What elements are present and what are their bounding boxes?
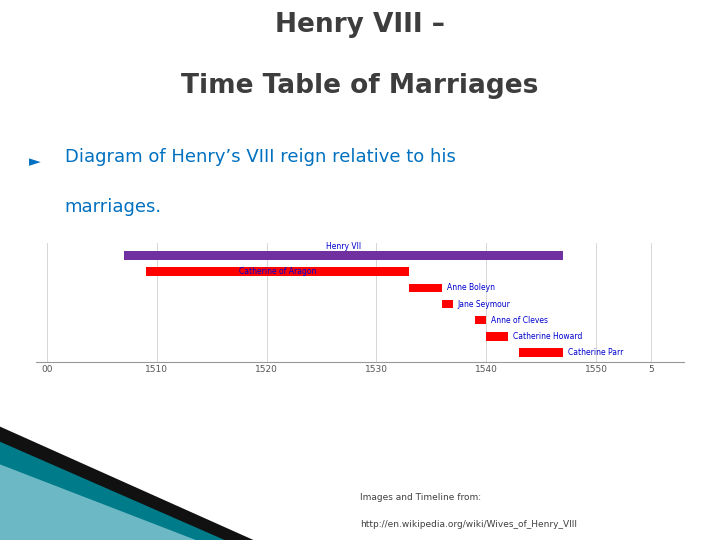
Polygon shape [0,464,196,540]
Bar [475,316,486,325]
Text: Time Table of Marriages: Time Table of Marriages [181,73,539,99]
Text: Anne of Cleves: Anne of Cleves [491,315,548,325]
Text: Catherine Howard: Catherine Howard [513,332,582,341]
Text: Diagram of Henry’s VIII reign relative to his: Diagram of Henry’s VIII reign relative t… [65,148,456,166]
Text: Henry VII: Henry VII [326,241,361,251]
Bar [410,284,442,292]
Text: Henry VIII –: Henry VIII – [275,12,445,38]
Polygon shape [0,442,225,540]
Polygon shape [0,427,253,540]
Text: Anne Boleyn: Anne Boleyn [447,284,495,293]
Bar [124,252,563,260]
Text: marriages.: marriages. [65,198,162,215]
Text: Catherine Parr: Catherine Parr [567,348,623,356]
Text: Catherine of Aragon: Catherine of Aragon [239,267,316,276]
Text: Jane Seymour: Jane Seymour [458,300,510,308]
Text: http://en.wikipedia.org/wiki/Wives_of_Henry_VIII: http://en.wikipedia.org/wiki/Wives_of_He… [360,520,577,529]
Bar [146,267,410,276]
Bar [519,348,563,356]
Bar [442,300,454,308]
Text: Images and Timeline from:: Images and Timeline from: [360,494,481,502]
Text: ►: ► [29,154,40,170]
Bar [486,332,508,341]
